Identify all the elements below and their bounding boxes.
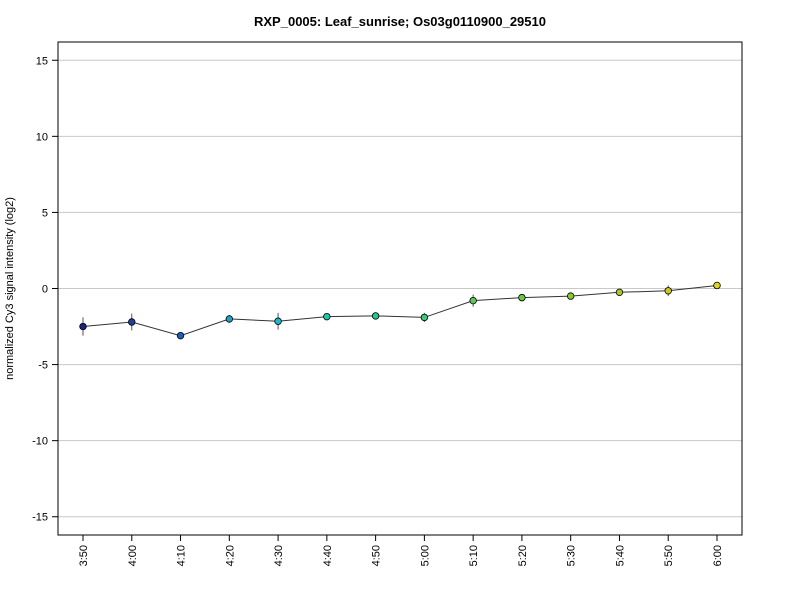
y-tick-label: 0 bbox=[42, 284, 48, 296]
x-tick-label: 5:20 bbox=[517, 545, 529, 566]
x-tick-label: 4:50 bbox=[371, 545, 383, 566]
x-tick-label: 4:00 bbox=[127, 545, 139, 566]
data-point bbox=[469, 296, 477, 305]
x-tick-label: 5:50 bbox=[663, 545, 675, 566]
data-point bbox=[176, 331, 185, 340]
y-tick-label: 15 bbox=[36, 55, 48, 67]
x-tick-label: 5:40 bbox=[614, 545, 626, 566]
series bbox=[79, 281, 721, 340]
y-tick-label: -10 bbox=[32, 436, 48, 448]
x-tick-label: 4:40 bbox=[322, 545, 334, 566]
x-tick-label: 5:10 bbox=[468, 545, 480, 566]
y-tick-label: 10 bbox=[36, 131, 48, 143]
data-point bbox=[323, 312, 331, 321]
x-axis: 3:50 4:00 4:10 4:20 4:30 4:40 4:50 5:00 5:10 5:20… bbox=[78, 534, 724, 566]
x-tick-label: 4:10 bbox=[176, 545, 188, 566]
x-tick-label: 4:30 bbox=[273, 545, 285, 566]
y-axis: 15 10 5 0 -5 -10 -15 bbox=[32, 55, 58, 524]
data-point bbox=[518, 293, 526, 302]
y-tick-label: 5 bbox=[42, 207, 48, 219]
chart-title: RXP_0005: Leaf_sunrise; Os03g0110900_295… bbox=[254, 14, 546, 29]
data-point bbox=[225, 315, 234, 323]
data-point bbox=[713, 281, 721, 290]
y-axis-label: normalized Cy3 signal intensity (log2) bbox=[4, 197, 16, 380]
data-point bbox=[274, 317, 282, 325]
data-point bbox=[371, 312, 380, 320]
data-point bbox=[420, 313, 429, 322]
x-tick-label: 5:00 bbox=[419, 545, 431, 566]
x-tick-label: 4:20 bbox=[224, 545, 236, 566]
data-point bbox=[664, 287, 672, 295]
data-point bbox=[566, 292, 575, 300]
y-tick-label: -15 bbox=[32, 512, 48, 524]
y-tick-label: -5 bbox=[38, 360, 48, 372]
x-tick-label: 5:30 bbox=[566, 545, 578, 566]
x-tick-label: 3:50 bbox=[78, 545, 90, 566]
x-tick-label: 6:00 bbox=[712, 545, 724, 566]
series-line bbox=[82, 284, 718, 337]
data-point bbox=[615, 288, 624, 297]
data-point bbox=[128, 318, 136, 326]
grid-lines bbox=[58, 59, 742, 518]
data-point bbox=[79, 322, 87, 331]
